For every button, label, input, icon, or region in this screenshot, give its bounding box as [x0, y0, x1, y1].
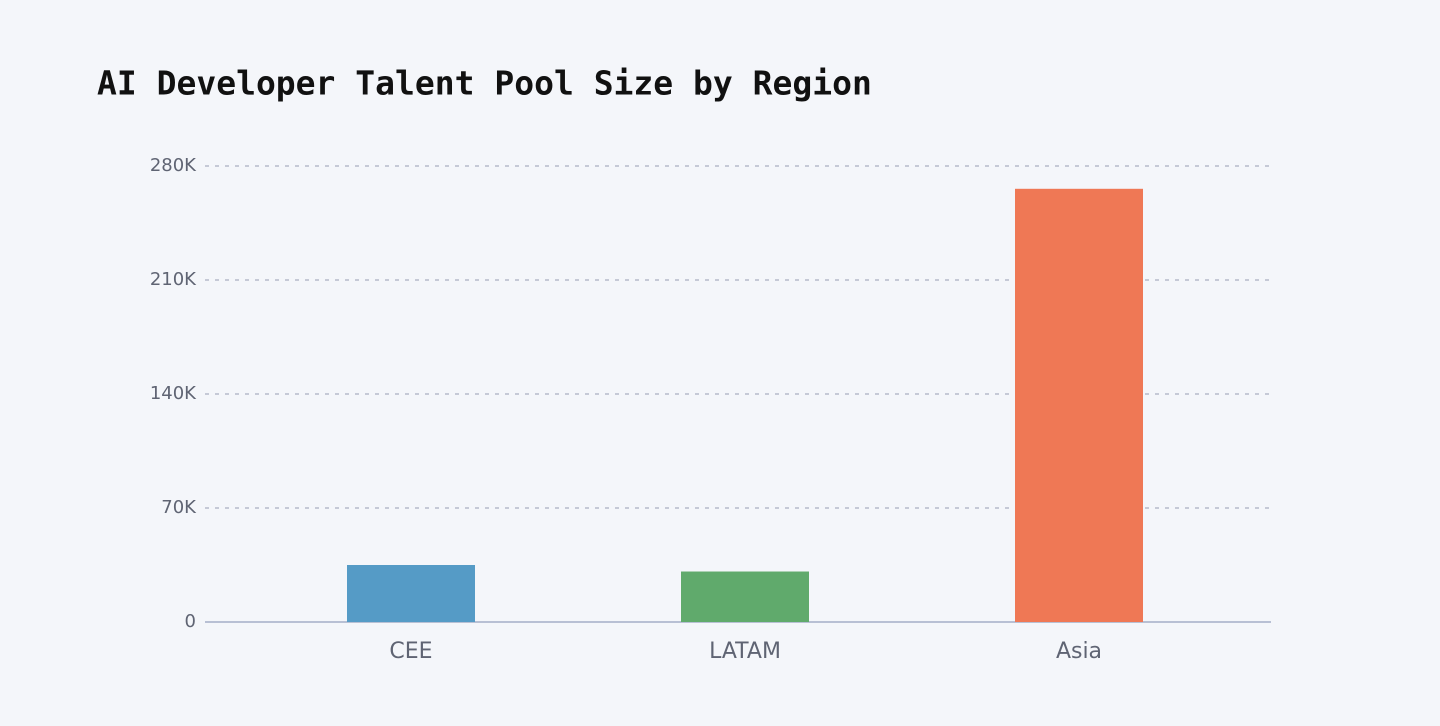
- y-tick-label: 210K: [150, 269, 197, 290]
- x-tick-label: CEE: [389, 639, 432, 664]
- y-tick-label: 140K: [150, 383, 197, 404]
- bar: [347, 565, 475, 622]
- chart-title: AI Developer Talent Pool Size by Region: [97, 64, 872, 103]
- bar: [681, 571, 809, 622]
- x-tick-label: Asia: [1056, 639, 1102, 664]
- y-tick-label: 70K: [161, 497, 197, 518]
- y-tick-label: 0: [185, 611, 196, 632]
- x-tick-label: LATAM: [709, 639, 781, 664]
- y-tick-label: 280K: [150, 155, 197, 176]
- bar: [1015, 188, 1143, 623]
